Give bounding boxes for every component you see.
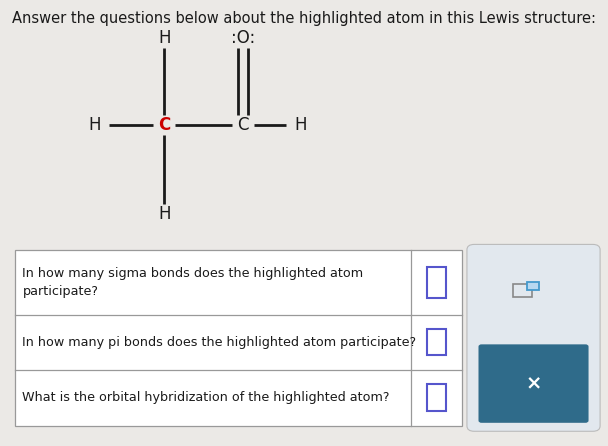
Text: In how many pi bonds does the highlighted atom participate?: In how many pi bonds does the highlighte… [22,336,416,349]
Text: C: C [158,116,170,134]
Bar [427,329,446,355]
Text: ×: × [525,374,542,393]
Text: H: H [158,205,170,223]
Bar [513,285,533,297]
Bar [427,384,446,411]
Bar [427,267,446,298]
Text: C: C [238,116,249,134]
Text: H: H [158,29,170,47]
Text: :O:: :O: [231,29,255,47]
Text: H: H [88,116,100,134]
Text: In how many sigma bonds does the highlighted atom
participate?: In how many sigma bonds does the highlig… [22,267,364,298]
FancyBboxPatch shape [478,344,589,423]
Text: What is the orbital hybridization of the highlighted atom?: What is the orbital hybridization of the… [22,391,390,404]
Bar [527,282,539,290]
Bar [15,250,462,426]
FancyBboxPatch shape [467,244,600,431]
Text: H: H [295,116,307,134]
Text: Answer the questions below about the highlighted atom in this Lewis structure:: Answer the questions below about the hig… [12,11,596,26]
